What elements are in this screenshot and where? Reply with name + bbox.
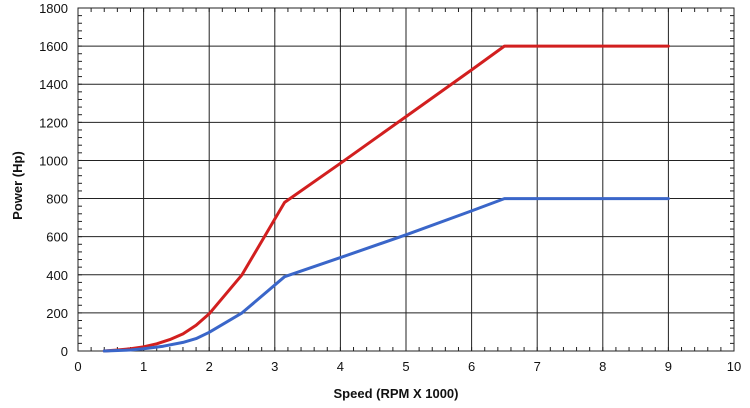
y-tick-label: 0 (61, 344, 68, 359)
x-tick-label: 10 (727, 359, 741, 374)
y-tick-label: 200 (46, 306, 68, 321)
series-layer (102, 44, 670, 353)
series-line-high (102, 44, 670, 353)
x-tick-label: 6 (468, 359, 475, 374)
y-tick-label: 600 (46, 230, 68, 245)
y-tick-label: 1400 (39, 77, 68, 92)
y-tick-label: 1600 (39, 39, 68, 54)
gridlines (78, 8, 734, 351)
y-axis-title: Power (Hp) (10, 151, 25, 220)
series-line-low (102, 197, 670, 353)
x-tick-label: 3 (271, 359, 278, 374)
y-tick-label: 1000 (39, 153, 68, 168)
y-tick-label: 800 (46, 192, 68, 207)
y-tick-labels: 0 200 400 600 800 1000 1200 1400 1600 1800 (39, 1, 68, 359)
y-tick-label: 1800 (39, 1, 68, 16)
x-tick-label: 8 (599, 359, 606, 374)
x-tick-label: 9 (665, 359, 672, 374)
x-tick-labels: 0 1 2 3 4 5 6 7 8 9 10 (74, 359, 741, 374)
x-axis-title: Speed (RPM X 1000) (334, 386, 459, 401)
plot-frame (77, 7, 735, 352)
x-tick-label: 2 (206, 359, 213, 374)
x-tick-label: 4 (337, 359, 344, 374)
y-tick-label: 400 (46, 268, 68, 283)
x-tick-label: 1 (140, 359, 147, 374)
x-tick-label: 5 (402, 359, 409, 374)
x-tick-label: 0 (74, 359, 81, 374)
y-tick-label: 1200 (39, 115, 68, 130)
x-tick-label: 7 (534, 359, 541, 374)
